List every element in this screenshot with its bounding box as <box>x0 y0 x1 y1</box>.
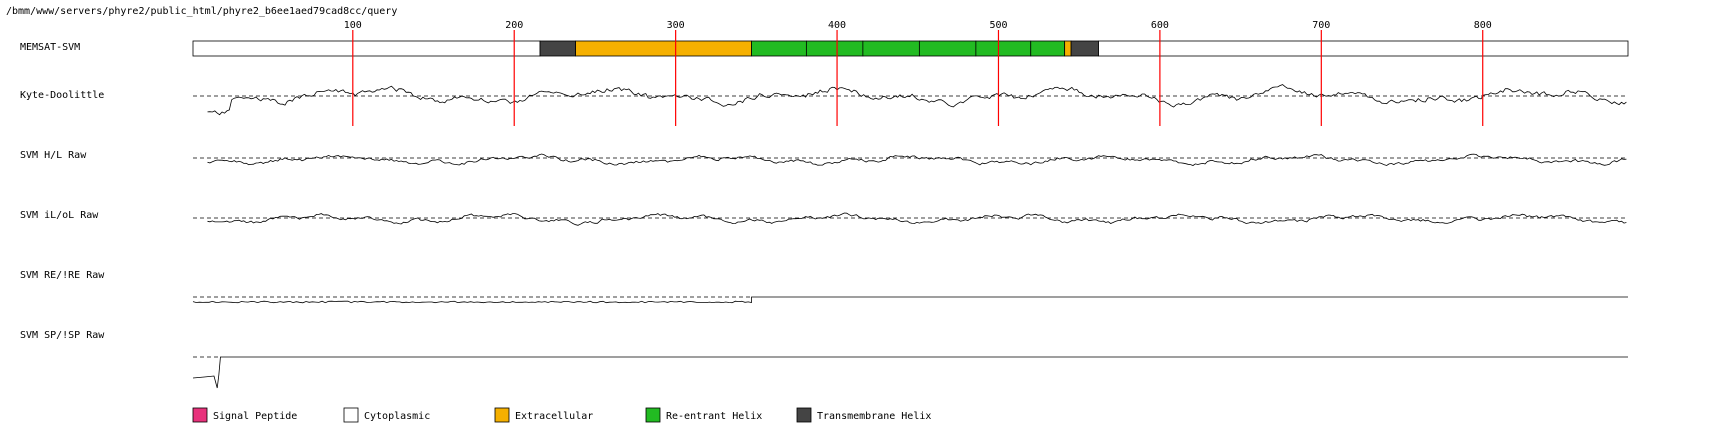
memsat-segment-extracellular <box>575 40 752 57</box>
kyte-doolittle-track <box>193 84 1628 116</box>
svm-sp-track <box>192 356 1628 389</box>
track-label: MEMSAT-SVM <box>20 42 80 53</box>
tick-label: 500 <box>989 20 1007 31</box>
legend-swatch-cytoplasmic <box>343 407 359 423</box>
tick-label: 600 <box>1151 20 1169 31</box>
re-trace <box>192 296 1628 304</box>
tick-label: 800 <box>1474 20 1492 31</box>
track-label: SVM SP/!SP Raw <box>20 330 105 341</box>
legend-label-reentrant: Re-entrant Helix <box>666 411 762 422</box>
memsat-track <box>192 40 1629 57</box>
memsat-segment-transmembrane <box>1070 40 1099 57</box>
memsat-segment-reentrant <box>805 40 864 57</box>
track-label: SVM iL/oL Raw <box>20 210 99 221</box>
track-labels: MEMSAT-SVM Kyte-Doolittle SVM H/L Raw SVM i… <box>20 42 105 341</box>
tick-labels: 100 200 300 400 500 600 700 800 <box>344 20 1492 31</box>
svm-il-ol-track <box>193 212 1628 226</box>
position-markers <box>352 30 1484 126</box>
memsat-segment-reentrant <box>862 40 920 57</box>
track-label: SVM RE/!RE Raw <box>20 270 105 281</box>
memsat-segment-reentrant <box>918 40 977 57</box>
legend: Signal Peptide Cytoplasmic Extracellular Re… <box>192 407 931 423</box>
file-path: /bmm/www/servers/phyre2/public_html/phyr… <box>6 6 397 17</box>
svm-re-track <box>192 296 1628 304</box>
legend-label-transmembrane: Transmembrane Helix <box>817 411 931 422</box>
legend-swatch-reentrant <box>645 407 661 423</box>
memsat-segment-cytoplasmic <box>192 40 541 57</box>
memsat-segment-reentrant <box>975 40 1032 57</box>
kd-trace <box>207 84 1627 116</box>
memsat-segment-cytoplasmic <box>1098 40 1629 57</box>
tick-label: 700 <box>1312 20 1330 31</box>
memsat-segment-reentrant <box>751 40 807 57</box>
track-label: Kyte-Doolittle <box>20 90 104 101</box>
memsat-segment-extracellular <box>1064 40 1072 57</box>
tick-label: 100 <box>344 20 362 31</box>
sp-trace <box>192 356 1628 389</box>
track-label: SVM H/L Raw <box>20 150 87 161</box>
tick-label: 400 <box>828 20 846 31</box>
legend-label-signal: Signal Peptide <box>213 411 297 422</box>
svm-hl-track <box>193 153 1628 166</box>
tick-label: 300 <box>667 20 685 31</box>
legend-label-extracellular: Extracellular <box>515 411 593 422</box>
legend-swatch-transmembrane <box>796 407 812 423</box>
legend-swatch-signal <box>192 407 208 423</box>
tick-label: 200 <box>505 20 523 31</box>
il-trace <box>207 212 1627 226</box>
legend-swatch-extracellular <box>494 407 510 423</box>
memsat-segment-reentrant <box>1030 40 1066 57</box>
legend-label-cytoplasmic: Cytoplasmic <box>364 411 430 422</box>
memsat-segment-transmembrane <box>539 40 576 57</box>
hl-trace <box>207 153 1627 166</box>
